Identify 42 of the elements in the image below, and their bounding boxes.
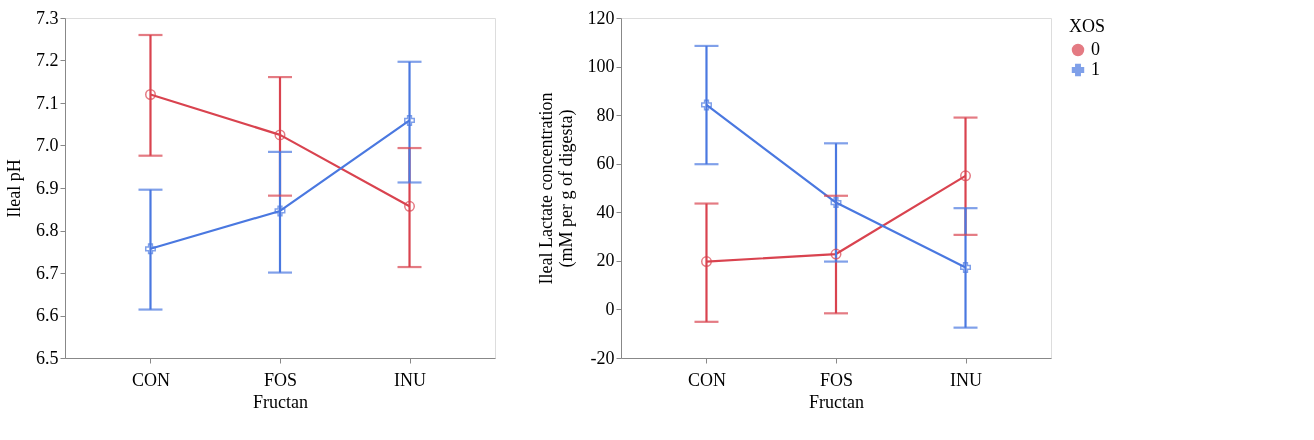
y-tick-label: 0: [605, 298, 615, 319]
y-tick-label: 7.1: [36, 92, 59, 113]
x-axis-title: Fructan: [809, 391, 864, 412]
legend-title: XOS: [1069, 16, 1106, 36]
y-tick-label: 40: [596, 201, 615, 222]
y-tick-label: 7.3: [36, 7, 59, 28]
y-tick-label: 60: [596, 153, 615, 174]
x-tick-label: INU: [950, 369, 983, 390]
point: [960, 170, 972, 182]
y-tick-label: 6.9: [36, 177, 59, 198]
x-tick-label: CON: [131, 369, 170, 390]
point: [404, 200, 416, 212]
point: [700, 99, 712, 111]
x-tick-label: CON: [687, 369, 726, 390]
point: [830, 197, 842, 209]
x-tick-label: INU: [394, 369, 427, 390]
y-tick-label: 20: [596, 250, 615, 271]
point: [830, 248, 842, 260]
y-tick-label: 6.8: [36, 220, 59, 240]
y-tick-label: 7.0: [36, 135, 59, 155]
legend-label: 0: [1091, 39, 1100, 59]
y-tick-label: 6.7: [36, 262, 59, 283]
y-tick-label: 7.2: [36, 50, 59, 70]
point: [274, 129, 286, 141]
y-tick-label: -20: [590, 347, 615, 368]
legend-label: 1: [1091, 59, 1100, 79]
y-tick-label: 120: [587, 7, 615, 28]
x-tick-label: FOS: [819, 369, 854, 390]
y-tick-label: 6.5: [36, 347, 59, 368]
y-tick-label: 6.6: [36, 305, 59, 325]
x-axis-title: Fructan: [253, 391, 308, 412]
point: [144, 243, 156, 255]
point: [404, 114, 416, 126]
y-tick-label: 100: [587, 56, 615, 77]
point: [144, 89, 156, 100]
x-tick-label: FOS: [263, 369, 298, 390]
y-axis-title: Ileal pH: [4, 159, 24, 218]
y-axis-title: Ileal Lactate concentration (mM per g of digesta): [535, 92, 577, 285]
point: [700, 256, 712, 268]
point: [274, 205, 286, 217]
point: [960, 261, 972, 273]
y-tick-label: 80: [596, 104, 615, 125]
